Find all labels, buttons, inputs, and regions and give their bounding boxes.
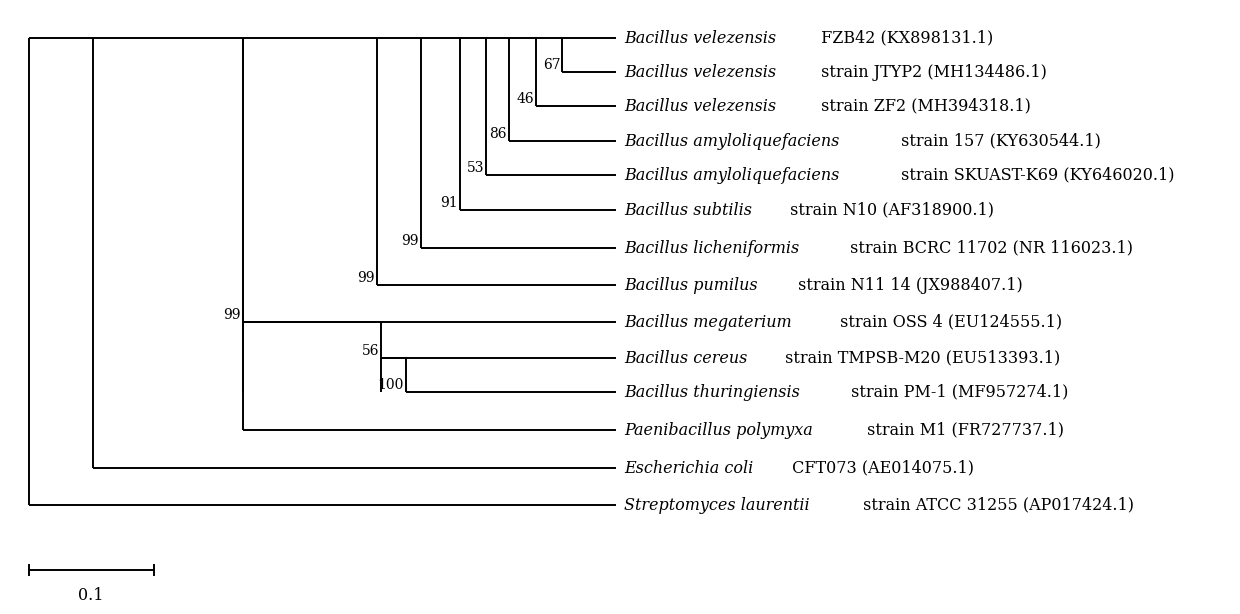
Text: strain ZF2 (MH394318.1): strain ZF2 (MH394318.1) bbox=[816, 98, 1030, 114]
Text: 67: 67 bbox=[543, 58, 560, 72]
Text: strain N10 (AF318900.1): strain N10 (AF318900.1) bbox=[785, 201, 994, 219]
Text: Paenibacillus polymyxa: Paenibacillus polymyxa bbox=[624, 421, 812, 438]
Text: Bacillus velezensis: Bacillus velezensis bbox=[624, 29, 776, 47]
Text: 86: 86 bbox=[489, 127, 507, 141]
Text: 100: 100 bbox=[377, 378, 404, 392]
Text: strain ATCC 31255 (AP017424.1): strain ATCC 31255 (AP017424.1) bbox=[858, 497, 1135, 513]
Text: Bacillus licheniformis: Bacillus licheniformis bbox=[624, 239, 800, 257]
Text: strain PM-1 (MF957274.1): strain PM-1 (MF957274.1) bbox=[846, 384, 1068, 400]
Text: Bacillus amyloliquefaciens: Bacillus amyloliquefaciens bbox=[624, 133, 839, 149]
Text: 46: 46 bbox=[516, 92, 534, 106]
Text: strain OSS 4 (EU124555.1): strain OSS 4 (EU124555.1) bbox=[836, 314, 1063, 330]
Text: Bacillus pumilus: Bacillus pumilus bbox=[624, 276, 758, 293]
Text: strain SKUAST-K69 (KY646020.1): strain SKUAST-K69 (KY646020.1) bbox=[895, 166, 1174, 184]
Text: 53: 53 bbox=[466, 161, 484, 175]
Text: 99: 99 bbox=[223, 308, 241, 322]
Text: Streptomyces laurentii: Streptomyces laurentii bbox=[624, 497, 810, 513]
Text: Bacillus velezensis: Bacillus velezensis bbox=[624, 63, 776, 80]
Text: FZB42 (KX898131.1): FZB42 (KX898131.1) bbox=[816, 29, 993, 47]
Text: strain M1 (FR727737.1): strain M1 (FR727737.1) bbox=[862, 421, 1064, 438]
Text: Escherichia coli: Escherichia coli bbox=[624, 459, 753, 476]
Text: strain JTYP2 (MH134486.1): strain JTYP2 (MH134486.1) bbox=[816, 63, 1047, 80]
Text: strain 157 (KY630544.1): strain 157 (KY630544.1) bbox=[895, 133, 1101, 149]
Text: Bacillus cereus: Bacillus cereus bbox=[624, 349, 748, 367]
Text: Bacillus megaterium: Bacillus megaterium bbox=[624, 314, 791, 330]
Text: strain N11 14 (JX988407.1): strain N11 14 (JX988407.1) bbox=[792, 276, 1022, 293]
Text: strain TMPSB-M20 (EU513393.1): strain TMPSB-M20 (EU513393.1) bbox=[780, 349, 1060, 367]
Text: Bacillus subtilis: Bacillus subtilis bbox=[624, 201, 751, 219]
Text: CFT073 (AE014075.1): CFT073 (AE014075.1) bbox=[787, 459, 975, 476]
Text: 91: 91 bbox=[440, 196, 458, 210]
Text: strain BCRC 11702 (NR 116023.1): strain BCRC 11702 (NR 116023.1) bbox=[846, 239, 1133, 257]
Text: Bacillus thuringiensis: Bacillus thuringiensis bbox=[624, 384, 800, 400]
Text: 56: 56 bbox=[362, 344, 379, 358]
Text: 0.1: 0.1 bbox=[78, 587, 104, 604]
Text: 99: 99 bbox=[357, 271, 374, 285]
Text: 99: 99 bbox=[401, 234, 419, 248]
Text: Bacillus amyloliquefaciens: Bacillus amyloliquefaciens bbox=[624, 166, 839, 184]
Text: Bacillus velezensis: Bacillus velezensis bbox=[624, 98, 776, 114]
